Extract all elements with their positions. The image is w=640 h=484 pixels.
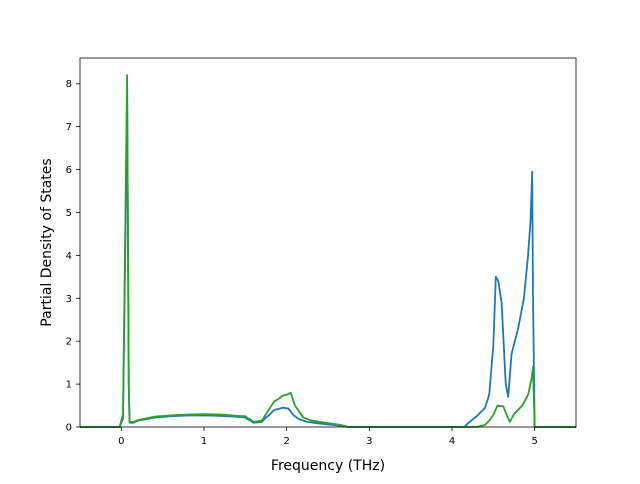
x-axis-ticks: 0 1 2 3 4 5 bbox=[118, 427, 538, 447]
y-tick-label: 1 bbox=[66, 380, 72, 391]
y-tick-label: 0 bbox=[66, 423, 72, 434]
series-line-2 bbox=[80, 74, 576, 428]
plot-lines bbox=[80, 74, 576, 428]
y-axis-label: Partial Density of States bbox=[39, 158, 55, 326]
x-tick-label: 4 bbox=[449, 436, 455, 447]
x-tick-label: 3 bbox=[366, 436, 372, 447]
y-tick-label: 2 bbox=[66, 337, 72, 348]
y-tick-label: 3 bbox=[66, 294, 72, 305]
y-axis-ticks: 0 1 2 3 4 5 6 7 8 bbox=[66, 79, 80, 434]
y-tick-label: 8 bbox=[66, 79, 72, 90]
y-tick-label: 4 bbox=[66, 251, 72, 262]
x-tick-label: 1 bbox=[201, 436, 207, 447]
x-tick-label: 5 bbox=[531, 436, 537, 447]
y-tick-label: 6 bbox=[66, 165, 72, 176]
y-tick-label: 5 bbox=[66, 208, 72, 219]
plot-frame bbox=[79, 57, 577, 428]
x-tick-label: 2 bbox=[283, 436, 289, 447]
x-axis-label: Frequency (THz) bbox=[271, 458, 385, 474]
y-tick-label: 7 bbox=[66, 122, 72, 133]
x-tick-label: 0 bbox=[118, 436, 124, 447]
